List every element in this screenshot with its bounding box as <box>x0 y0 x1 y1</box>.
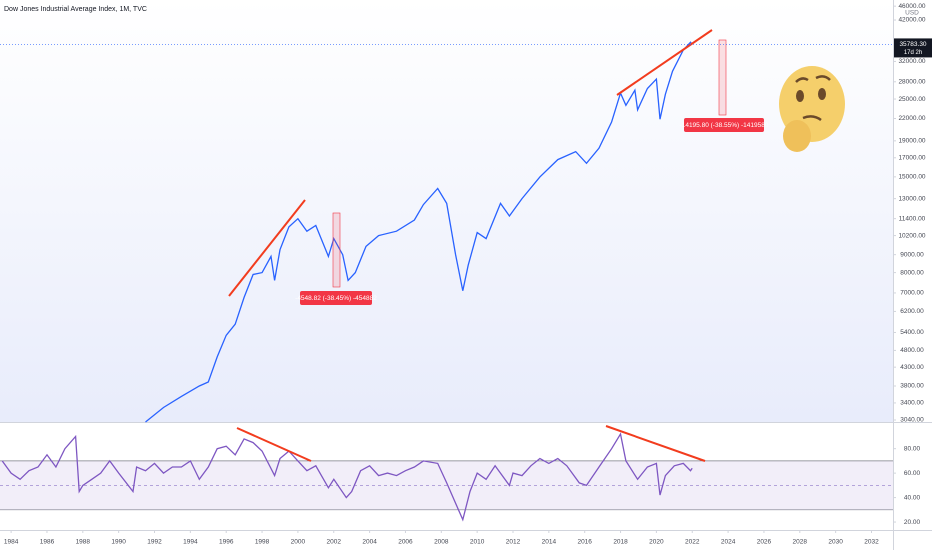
x-tick-label: 2026 <box>757 539 772 546</box>
x-tick-label: 2024 <box>721 539 736 546</box>
x-tick-label: 1994 <box>183 539 198 546</box>
last-price-label: 35783.30 <box>899 41 926 48</box>
x-tick-label: 1988 <box>76 539 91 546</box>
last-price-box <box>894 38 932 58</box>
x-tick-label: 2018 <box>613 539 628 546</box>
measure-box <box>718 39 727 116</box>
y-tick-label: 22000.00 <box>898 115 925 122</box>
y-tick-label: 9000.00 <box>900 251 924 258</box>
trend-line <box>616 29 713 96</box>
y-tick-label: 3040.00 <box>900 417 924 424</box>
y-tick-label: 19000.00 <box>898 138 925 145</box>
x-tick-label: 2016 <box>577 539 592 546</box>
y-tick-label: 32000.00 <box>898 58 925 65</box>
y-tick-label: 17000.00 <box>898 155 925 162</box>
x-tick-label: 2008 <box>434 539 449 546</box>
series-line <box>145 41 693 423</box>
rsi-pane <box>0 423 893 530</box>
y-tick-label: 28000.00 <box>898 79 925 86</box>
y-tick-label: 4300.00 <box>900 364 924 371</box>
y-tick-label: 15000.00 <box>898 174 925 181</box>
trend-line <box>236 427 312 462</box>
y-tick-label: 3400.00 <box>900 400 924 407</box>
y-tick-label: 80.00 <box>904 445 921 452</box>
measure-label: -4548.82 (-38.45%) -454882 <box>295 295 377 302</box>
y-tick-label: 5400.00 <box>900 329 924 336</box>
measure-box <box>332 212 341 288</box>
trend-line <box>605 425 706 462</box>
thinking-emoji <box>779 66 845 152</box>
x-tick-label: 2010 <box>470 539 485 546</box>
y-tick-label: 60.00 <box>904 470 921 477</box>
y-tick-label: 40.00 <box>904 494 921 501</box>
x-tick-label: 2022 <box>685 539 700 546</box>
x-tick-label: 2032 <box>864 539 879 546</box>
x-tick-label: 2006 <box>398 539 413 546</box>
y-tick-label: 8000.00 <box>900 269 924 276</box>
x-tick-label: 1998 <box>255 539 270 546</box>
y-tick-label: 10200.00 <box>898 232 925 239</box>
y-tick-label: 4800.00 <box>900 347 924 354</box>
y-tick-label: 42000.00 <box>898 17 925 24</box>
price-pane <box>0 0 893 422</box>
x-tick-label: 2004 <box>362 539 377 546</box>
x-tick-label: 2014 <box>542 539 557 546</box>
measure-label-box <box>300 291 372 305</box>
x-tick-label: 1984 <box>4 539 19 546</box>
x-tick-label: 2000 <box>291 539 306 546</box>
y-tick-label: 46000.00 <box>898 3 925 10</box>
y-tick-label: 3800.00 <box>900 383 924 390</box>
measure-label: -14195.80 (-38.55%) -1419580 <box>680 122 769 129</box>
y-tick-label: 13000.00 <box>898 195 925 202</box>
y-tick-label: 25000.00 <box>898 96 925 103</box>
series-line <box>1 432 693 522</box>
x-tick-label: 2002 <box>327 539 342 546</box>
x-tick-label: 1996 <box>219 539 234 546</box>
y-tick-label: 6200.00 <box>900 308 924 315</box>
y-axis-label: USD <box>905 10 919 17</box>
chart-title: Dow Jones Industrial Average Index, 1M, … <box>4 6 147 13</box>
plot <box>0 41 893 522</box>
x-tick-label: 2028 <box>793 539 808 546</box>
y-tick-label: 11400.00 <box>899 215 926 222</box>
x-tick-label: 2012 <box>506 539 521 546</box>
x-tick-label: 1990 <box>111 539 126 546</box>
x-tick-label: 2020 <box>649 539 664 546</box>
countdown-label: 17d 2h <box>904 50 922 56</box>
y-tick-label: 20.00 <box>904 519 921 526</box>
trend-line <box>228 199 306 297</box>
x-tick-label: 1992 <box>147 539 162 546</box>
x-tick-label: 1986 <box>40 539 55 546</box>
x-tick-label: 2030 <box>828 539 843 546</box>
measure-label-box <box>684 118 764 132</box>
y-tick-label: 7000.00 <box>900 290 924 297</box>
